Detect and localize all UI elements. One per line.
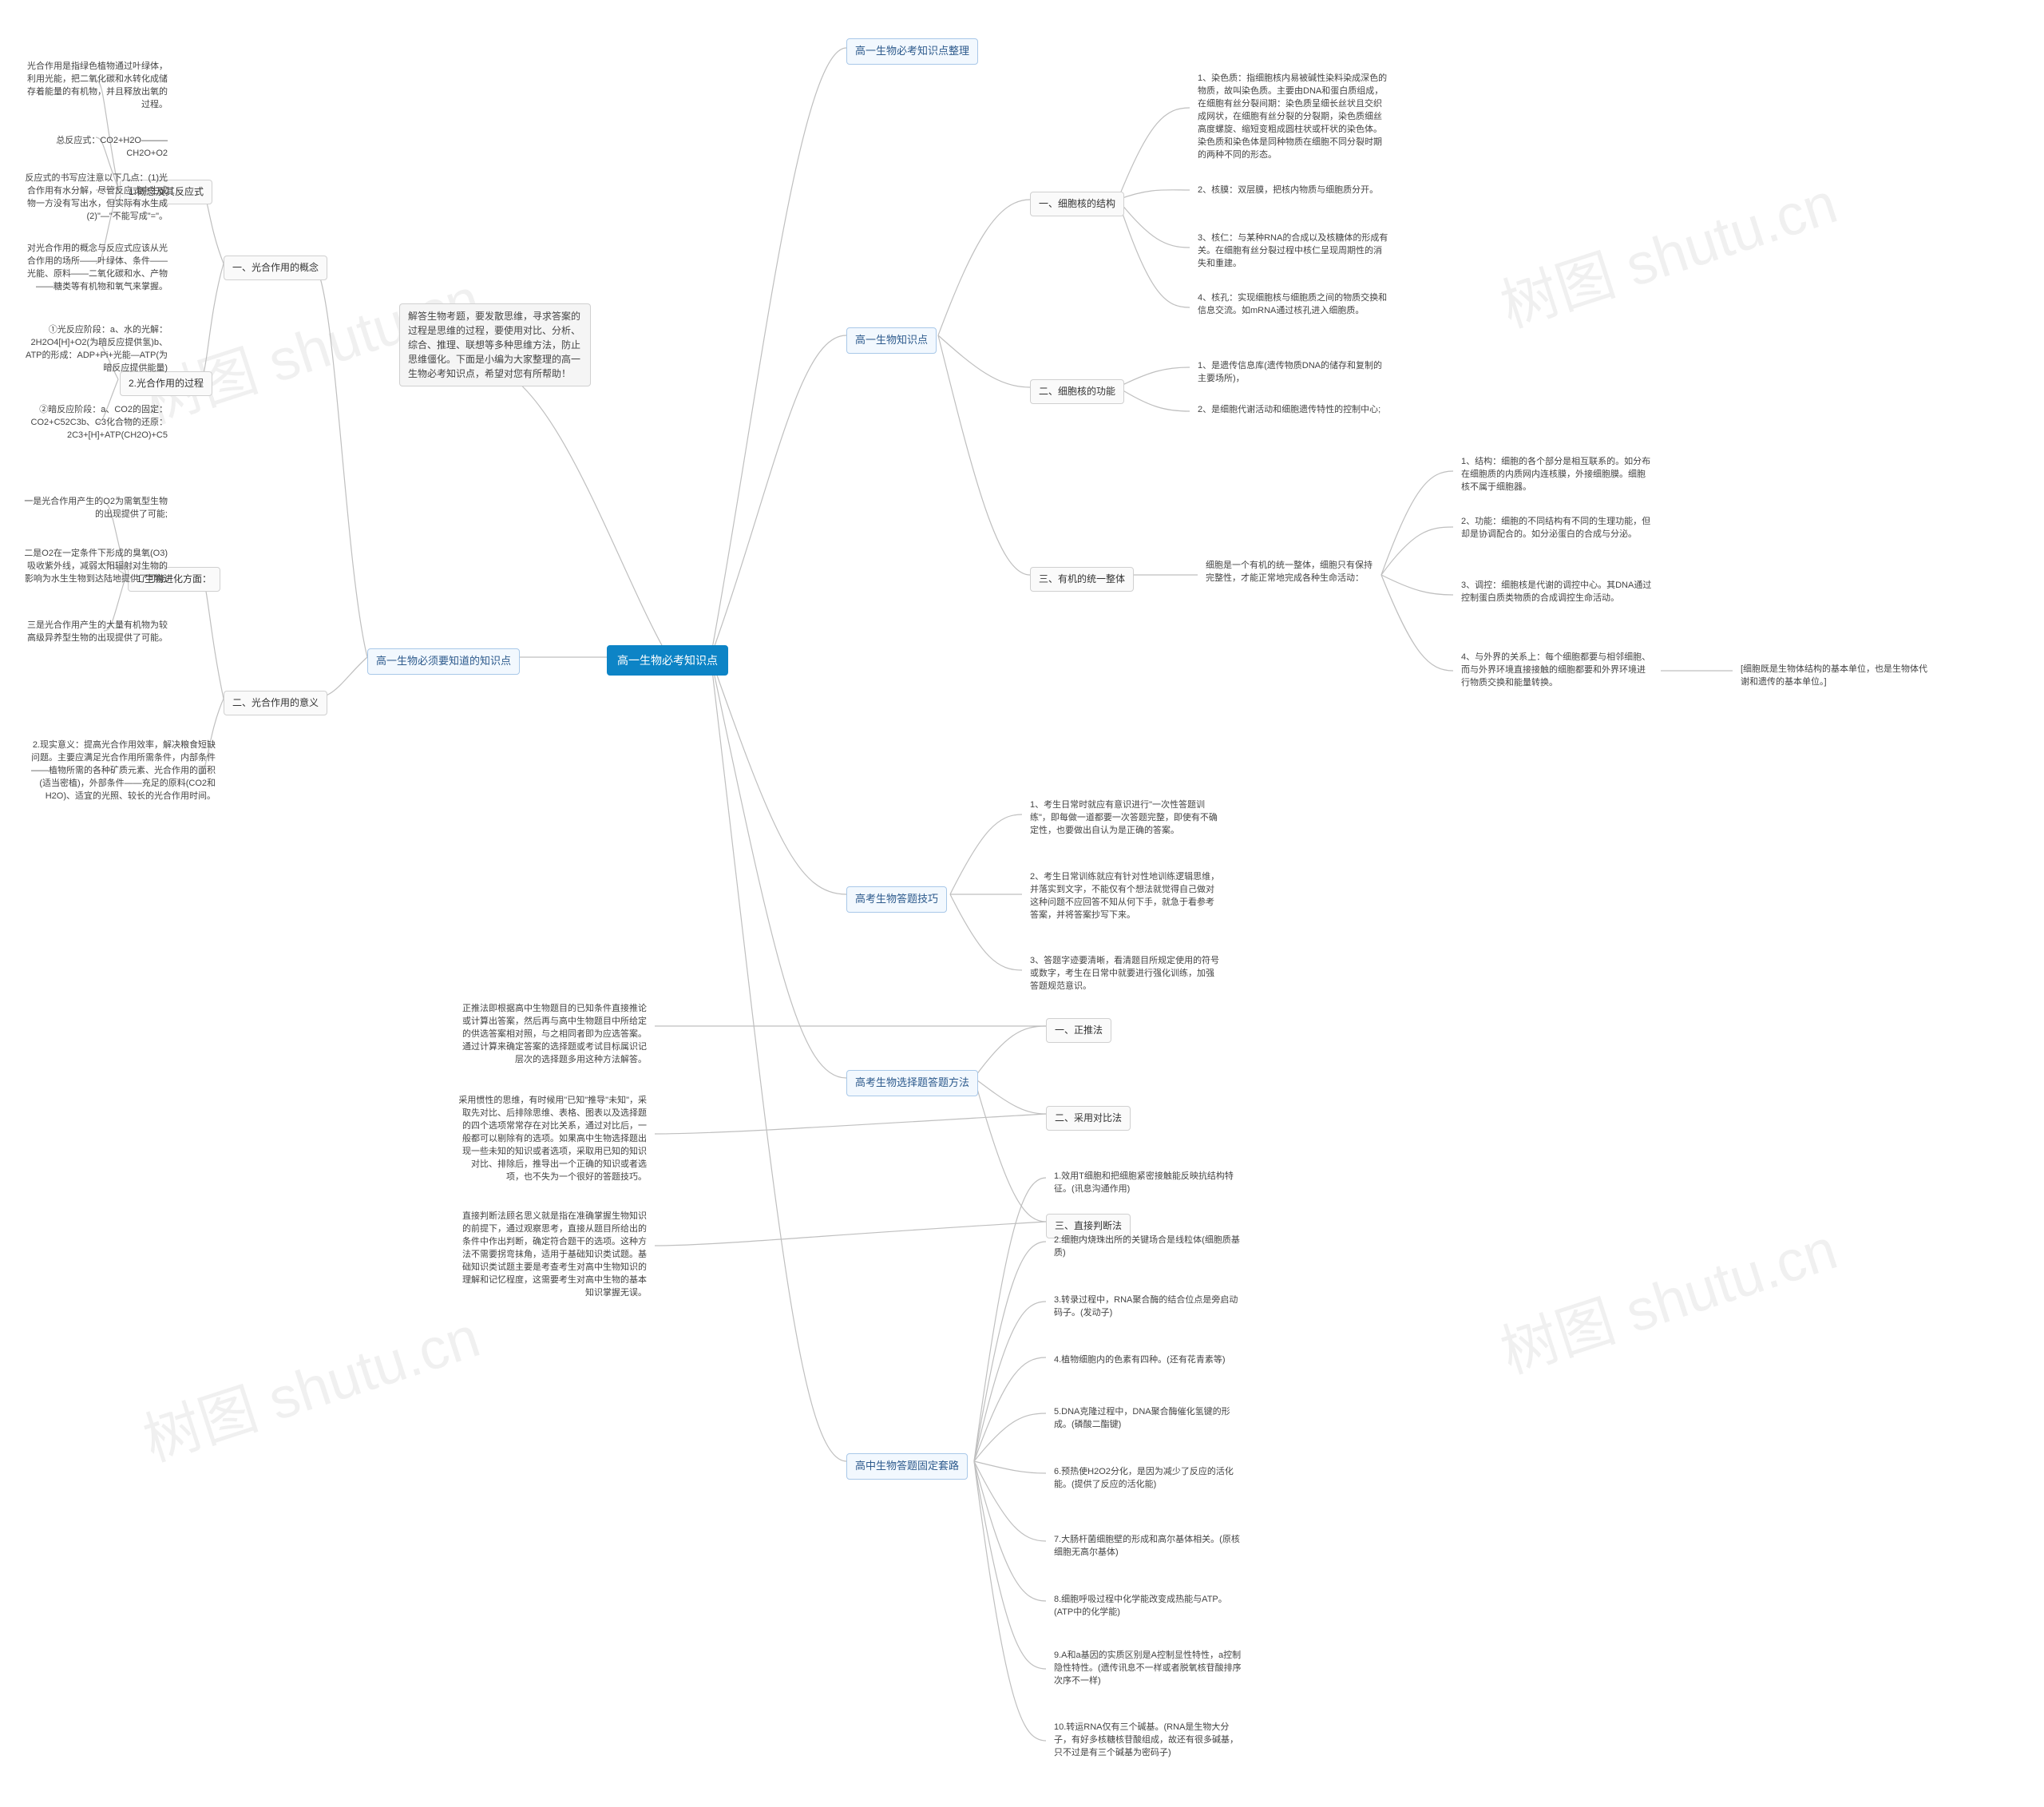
leaf-r2c-0: 1、结构：细胞的各个部分是相互联系的。如分布在细胞质的内质网内连核膜，外接细胞膜…	[1453, 451, 1661, 499]
leaf-r3-2: 3、答题字迹要清晰，看清题目所规定使用的符号或数字，考生在日常中就要进行强化训练…	[1022, 950, 1230, 998]
leaf-r5-7: 8.细胞呼吸过程中化学能改变成热能与ATP。(ATP中的化学能)	[1046, 1589, 1254, 1624]
right-3[interactable]: 高考生物答题技巧	[846, 886, 947, 913]
leaf-a1-3: 对光合作用的概念与反应式应该从光合作用的场所——叶绿体、条件——光能、原料——二…	[16, 238, 176, 299]
right-2[interactable]: 高一生物知识点	[846, 327, 937, 354]
right-2c-mid: 细胞是一个有机的统一整体，细胞只有保持完整性，才能正常地完成各种生命活动：	[1198, 555, 1381, 590]
leaf-b2-0: 2.现实意义：提高光合作用效率，解决粮食短缺问题。主要应满足光合作用所需条件，内…	[16, 735, 224, 808]
watermark: 树图 shutu.cn	[131, 1290, 488, 1477]
root-node[interactable]: 高一生物必考知识点	[607, 645, 728, 676]
leaf-r3-0: 1、考生日常时就应有意识进行"一次性答题训练"，即每做一道都要一次答题完整，即使…	[1022, 795, 1230, 842]
leaf-r2a-1: 2、核膜：双层膜，把核内物质与细胞质分开。	[1190, 180, 1397, 202]
leaf-a1-2: 反应式的书写应注意以下几点：(1)光合作用有水分解，尽管反应式中生成物一方没有写…	[16, 168, 176, 228]
leaf-r5-4: 5.DNA克隆过程中，DNA聚合酶催化氢键的形成。(磷酸二酯键)	[1046, 1401, 1254, 1436]
right-4a[interactable]: 一、正推法	[1046, 1018, 1111, 1043]
leaf-a2-1: ②暗反应阶段：a、CO2的固定：CO2+C52C3b、C3化合物的还原：2C3+…	[16, 399, 176, 447]
right-2b[interactable]: 二、细胞核的功能	[1030, 379, 1124, 404]
leaf-r2c-3: 4、与外界的关系上：每个细胞都要与相邻细胞、而与外界环境直接接触的细胞都要和外界…	[1453, 647, 1661, 695]
left-a[interactable]: 一、光合作用的概念	[224, 256, 327, 280]
leaf-r4b-desc: 采用惯性的思维，有时候用"已知"推导"未知"，采取先对比、后排除思维、表格、图表…	[447, 1090, 655, 1189]
right-2a[interactable]: 一、细胞核的结构	[1030, 192, 1124, 216]
leaf-r5-2: 3.转录过程中，RNA聚合酶的结合位点是旁启动码子。(发动子)	[1046, 1290, 1254, 1325]
watermark: 树图 shutu.cn	[1488, 156, 1845, 343]
leaf-r4a-desc: 正推法即根据高中生物题目的已知条件直接推论或计算出答案，然后再与高中生物题目中所…	[447, 998, 655, 1072]
leaf-a2-0: ①光反应阶段：a、水的光解：2H2O4[H]+O2(为暗反应提供氢)b、ATP的…	[16, 319, 176, 380]
leaf-r2c-tail: [细胞既是生物体结构的基本单位，也是生物体代谢和遗传的基本单位。]	[1733, 659, 1940, 694]
right-4[interactable]: 高考生物选择题答题方法	[846, 1070, 978, 1096]
right-5[interactable]: 高中生物答题固定套路	[846, 1453, 968, 1480]
leaf-b1-2: 三是光合作用产生的大量有机物为较高级异养型生物的出现提供了可能。	[16, 615, 176, 650]
leaf-r2a-3: 4、核孔：实现细胞核与细胞质之间的物质交换和信息交流。如mRNA通过核孔进入细胞…	[1190, 287, 1397, 323]
leaf-r2a-2: 3、核仁：与某种RNA的合成以及核糖体的形成有关。在细胞有丝分裂过程中核仁呈现周…	[1190, 228, 1397, 275]
leaf-r2c-1: 2、功能：细胞的不同结构有不同的生理功能，但却是协调配合的。如分泌蛋白的合成与分…	[1453, 511, 1661, 546]
leaf-r5-8: 9.A和a基因的实质区别是A控制显性特性，a控制隐性特性。(遗传讯息不一样或者脱…	[1046, 1645, 1254, 1693]
leaf-r2c-2: 3、调控：细胞核是代谢的调控中心。其DNA通过控制蛋白质类物质的合成调控生命活动…	[1453, 575, 1661, 610]
leaf-r5-3: 4.植物细胞内的色素有四种。(还有花青素等)	[1046, 1349, 1254, 1372]
intro-note: 解答生物考题，要发散思维，寻求答案的过程是思维的过程，要使用对比、分析、综合、推…	[399, 303, 591, 386]
leaf-a1-1: 总反应式：CO2+H2O———CH2O+O2	[16, 130, 176, 165]
left-b[interactable]: 二、光合作用的意义	[224, 691, 327, 715]
right-4b[interactable]: 二、采用对比法	[1046, 1106, 1131, 1131]
leaf-r2a-0: 1、染色质：指细胞核内易被碱性染料染成深色的物质，故叫染色质。主要由DNA和蛋白…	[1190, 68, 1397, 167]
leaf-b1-0: 一是光合作用产生的O2为需氧型生物的出现提供了可能;	[16, 491, 176, 526]
left-main[interactable]: 高一生物必须要知道的知识点	[367, 648, 520, 675]
leaf-r5-1: 2.细胞内烧珠出所的关键场合是线粒体(细胞质基质)	[1046, 1230, 1254, 1265]
leaf-r2b-1: 2、是细胞代谢活动和细胞遗传特性的控制中心;	[1190, 399, 1397, 422]
leaf-r5-6: 7.大肠杆菌细胞壁的形成和高尔基体相关。(原核细胞无高尔基体)	[1046, 1529, 1254, 1564]
watermark: 树图 shutu.cn	[1488, 1202, 1845, 1389]
leaf-r3-1: 2、考生日常训练就应有针对性地训练逻辑思维，并落实到文字，不能仅有个想法就觉得自…	[1022, 866, 1230, 927]
leaf-r2b-0: 1、是遗传信息库(遗传物质DNA的储存和复制的主要场所)，	[1190, 355, 1397, 390]
leaf-a1-0: 光合作用是指绿色植物通过叶绿体，利用光能，把二氧化碳和水转化成储存着能量的有机物…	[16, 56, 176, 117]
right-2c[interactable]: 三、有机的统一整体	[1030, 567, 1134, 592]
leaf-r5-5: 6.预热使H2O2分化，是因为减少了反应的活化能。(提供了反应的活化能)	[1046, 1461, 1254, 1496]
right-1[interactable]: 高一生物必考知识点整理	[846, 38, 978, 65]
leaf-r5-0: 1.效用T细胞和把细胞紧密接触能反映抗结构特征。(讯息沟通作用)	[1046, 1166, 1254, 1201]
leaf-r4c-desc: 直接判断法顾名思义就是指在准确掌握生物知识的前提下，通过观察思考，直接从题目所给…	[447, 1206, 655, 1305]
leaf-b1-1: 二是O2在一定条件下形成的臭氧(O3)吸收紫外线，减弱太阳辐射对生物的影响为水生…	[16, 543, 176, 591]
leaf-r5-9: 10.转运RNA仅有三个碱基。(RNA是生物大分子，有好多核糖核苷酸组成，故还有…	[1046, 1717, 1254, 1765]
